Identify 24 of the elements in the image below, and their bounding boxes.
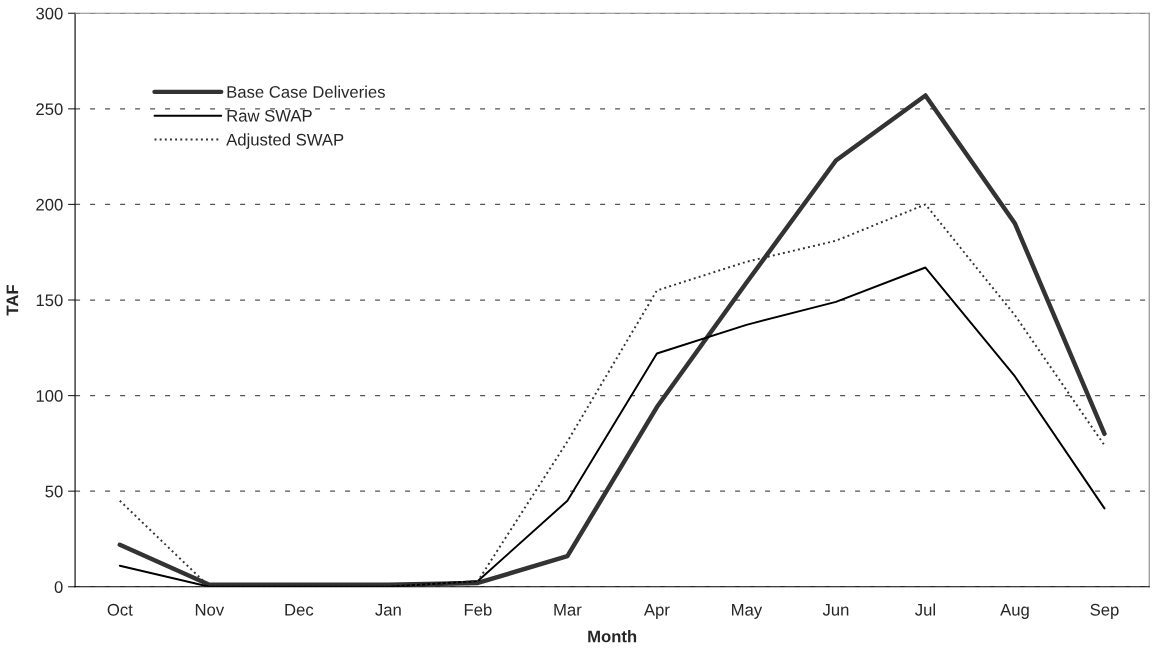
y-tick-label: 0 <box>54 581 63 593</box>
x-tick-label: Jun <box>822 604 849 616</box>
y-axis-title: TAF <box>6 285 19 316</box>
y-tick-label: 100 <box>36 389 63 402</box>
x-tick-label: Apr <box>643 604 670 619</box>
x-tick-label: Jan <box>375 604 401 616</box>
x-tick-label: Dec <box>285 604 314 616</box>
legend-label: Adjusted SWAP <box>226 133 344 149</box>
legend-label: Raw SWAP <box>227 109 312 122</box>
y-tick-label: 200 <box>36 198 63 211</box>
y-tick-label: 250 <box>36 103 63 116</box>
x-tick-label: May <box>732 604 763 619</box>
x-tick-label: Mar <box>554 604 582 616</box>
x-tick-label: Oct <box>107 603 133 616</box>
x-tick-label: Aug <box>1000 604 1029 619</box>
x-tick-label: Jul <box>915 603 935 616</box>
x-tick-label: Nov <box>195 604 225 616</box>
legend-label: Base Case Deliveries <box>227 85 385 98</box>
y-tick-label: 50 <box>45 485 63 498</box>
y-tick-label: 150 <box>36 294 63 307</box>
x-tick-label: Feb <box>464 603 492 616</box>
x-tick-label: Sep <box>1090 603 1119 619</box>
x-axis-title: Month <box>588 630 637 643</box>
y-tick-label: 300 <box>36 7 63 20</box>
